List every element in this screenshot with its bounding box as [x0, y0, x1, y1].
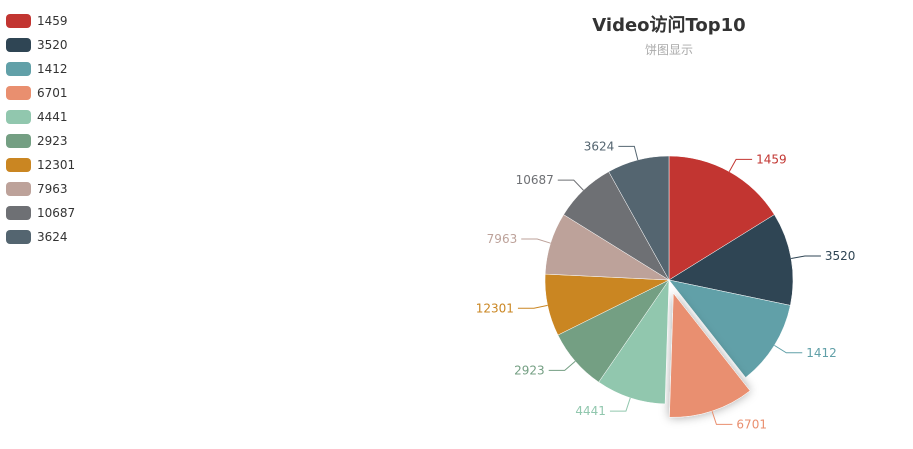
legend-swatch: [6, 206, 31, 220]
legend-swatch: [6, 158, 31, 172]
legend-label: 6701: [37, 86, 68, 100]
label-line: [557, 179, 584, 191]
legend-swatch: [6, 182, 31, 196]
pie-slices: [544, 155, 794, 418]
legend-item[interactable]: 1412: [6, 62, 68, 76]
slice-label: 1412: [806, 346, 837, 360]
legend-item[interactable]: 7963: [6, 182, 68, 196]
legend-item[interactable]: 2923: [6, 134, 68, 148]
legend-label: 3624: [37, 230, 68, 244]
legend-label: 1459: [37, 14, 68, 28]
slice-label: 3624: [584, 139, 615, 153]
legend-item[interactable]: 4441: [6, 110, 68, 124]
label-line: [521, 238, 551, 244]
label-line: [517, 304, 548, 309]
label-line: [618, 145, 639, 161]
legend-label: 2923: [37, 134, 68, 148]
legend-item[interactable]: 6701: [6, 86, 68, 100]
legend-label: 7963: [37, 182, 68, 196]
legend: 1459 3520 1412 6701 4441 2923 12301 7963 10687 36…: [6, 14, 75, 244]
slice-label: 2923: [514, 363, 545, 377]
legend-swatch: [6, 110, 31, 124]
legend-item[interactable]: 12301: [6, 158, 75, 172]
legend-label: 3520: [37, 38, 68, 52]
slice-label: 6701: [736, 417, 767, 431]
legend-item[interactable]: 3520: [6, 38, 68, 52]
slice-label: 3520: [825, 249, 856, 263]
slice-labels: 1459 3520 1412 6701 4441 2923 12301 7963 10687 36…: [476, 139, 856, 431]
legend-label: 1412: [37, 62, 68, 76]
slice-label: 4441: [575, 404, 606, 418]
chart-subtitle: 饼图显示: [645, 43, 693, 57]
label-line: [711, 410, 733, 425]
legend-item[interactable]: 10687: [6, 206, 75, 220]
slice-label: 12301: [476, 301, 514, 315]
chart-title: Video访问Top10: [592, 14, 745, 36]
legend-item[interactable]: 3624: [6, 230, 68, 244]
slice-label: 7963: [487, 232, 518, 246]
label-line: [774, 344, 803, 354]
pie-slice[interactable]: [668, 214, 794, 306]
legend-label: 12301: [37, 158, 75, 172]
pie-slice[interactable]: [608, 155, 670, 281]
legend-swatch: [6, 62, 31, 76]
slice-label: 10687: [516, 173, 554, 187]
legend-swatch: [6, 230, 31, 244]
label-line: [548, 360, 576, 371]
legend-swatch: [6, 86, 31, 100]
legend-label: 10687: [37, 206, 75, 220]
legend-item[interactable]: 1459: [6, 14, 68, 28]
legend-swatch: [6, 14, 31, 28]
legend-label: 4441: [37, 110, 68, 124]
legend-swatch: [6, 134, 31, 148]
label-line: [609, 397, 631, 412]
legend-swatch: [6, 38, 31, 52]
label-line: [728, 158, 753, 172]
label-line: [791, 255, 821, 259]
slice-label: 1459: [756, 152, 787, 166]
